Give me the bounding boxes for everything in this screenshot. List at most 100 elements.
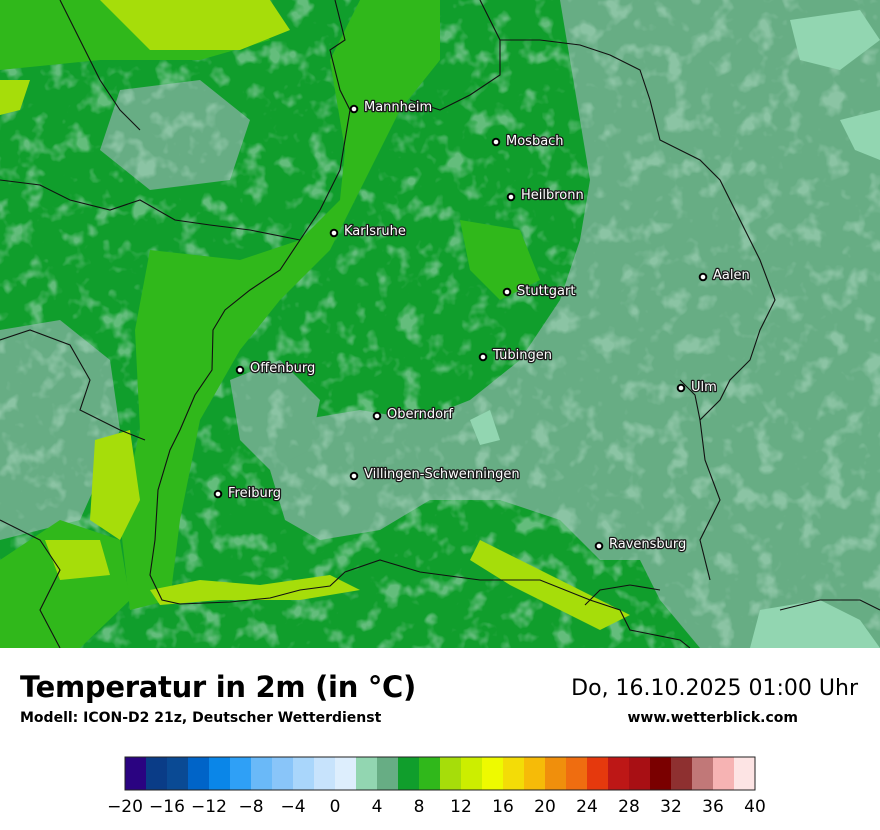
city-label: Ulm [691,380,717,395]
city-dot [502,287,512,297]
city-dot [676,383,686,393]
warm-zone-rhine-valley [120,0,440,610]
legend-swatch [314,757,336,790]
city-dot [506,192,516,202]
legend-tick-label: 0 [330,797,341,817]
legend-frame [124,756,756,791]
legend-swatch [398,757,420,790]
city-label: Mannheim [364,100,432,115]
city-dot [329,228,339,238]
legend-swatch [482,757,504,790]
border-south-west [0,519,61,648]
lime-zone-kaiserstuhl [45,540,110,580]
city-markers: Mannheim Mosbach Heilbronn Karlsruhe Aal… [213,99,751,553]
mint-patch-alps [750,600,880,648]
legend-swatch [272,757,294,790]
legend-swatch [167,757,189,790]
city-mosbach: Mosbach [491,133,565,150]
lime-zone-north-west [100,0,290,50]
city-label: Mosbach [506,134,564,149]
legend-tick-label: 40 [744,797,766,817]
legend-swatch [125,757,147,790]
city-oberndorf: Oberndorf [372,406,455,423]
swiss-border [179,559,691,648]
warm-zone-neckar [460,220,540,300]
bw-border-top [479,0,501,41]
bw-border-east [679,379,701,421]
legend-swatch [356,757,378,790]
legend-swatch [608,757,630,790]
state-border-west-2 [59,0,141,131]
city-label: Oberndorf [387,407,453,422]
city-karlsruhe: Karlsruhe [329,223,407,240]
map-title: Temperatur in 2m (in °C) [20,670,416,704]
legend-tick-label: 32 [660,797,682,817]
legend-swatch [335,757,357,790]
website-link[interactable]: www.wetterblick.com [627,710,799,726]
forecast-datetime: Do, 16.10.2025 01:00 Uhr [571,676,858,701]
mint-patch-east [840,110,880,160]
border-lake [584,584,661,606]
city-label: Ravensburg [609,537,686,552]
city-dot [594,541,604,551]
city-freiburg: Freiburg [213,485,282,502]
lime-zone-lake-constance [470,540,630,630]
city-tuebingen: Tübingen [478,347,553,364]
legend-swatch [230,757,252,790]
city-heilbronn: Heilbronn [506,187,585,204]
city-dot [235,365,245,375]
legend-tick-label: 24 [576,797,598,817]
legend-tick-label: 20 [534,797,556,817]
city-aalen: Aalen [698,267,751,284]
legend-swatch [671,757,693,790]
city-ulm: Ulm [676,379,718,396]
legend-swatch [503,757,525,790]
map-footer: Temperatur in 2m (in °C) Modell: ICON-D2… [0,648,880,830]
legend-swatch [377,757,399,790]
city-ravensburg: Ravensburg [594,536,688,553]
legend-tick-label: 36 [702,797,724,817]
legend-swatch [734,757,756,790]
legend-swatch [146,757,168,790]
legend-swatch [461,757,483,790]
city-dot [349,471,359,481]
city-dot [349,104,359,114]
lime-zone-rhine-high [150,575,360,605]
lime-zone-north-west-2 [0,80,30,115]
legend-tick-label: 28 [618,797,640,817]
legend-swatches [125,757,756,790]
city-dot [491,137,501,147]
legend-swatch [188,757,210,790]
city-offenburg: Offenburg [235,360,317,377]
city-dot [478,352,488,362]
city-villingen-schwenningen: Villingen-Schwenningen [349,466,521,483]
legend-swatch [419,757,441,790]
city-mannheim: Mannheim [349,99,433,116]
rhine-border [149,239,301,605]
legend-tick-label: 12 [450,797,472,817]
legend-swatch [440,757,462,790]
model-source: Modell: ICON-D2 21z, Deutscher Wetterdie… [20,710,382,726]
city-label: Stuttgart [517,284,575,299]
legend-tick-label: −20 [107,797,143,817]
city-label: Freiburg [228,486,281,501]
city-label: Heilbronn [521,188,584,203]
legend-swatch [545,757,567,790]
city-dot [372,411,382,421]
city-stuttgart: Stuttgart [502,283,577,300]
city-label: Aalen [713,268,750,283]
city-dot [698,272,708,282]
legend-tick-label: 16 [492,797,514,817]
legend-swatch [692,757,714,790]
temperature-map: Mannheim Mosbach Heilbronn Karlsruhe Aal… [0,0,880,648]
legend-swatch [566,757,588,790]
city-label: Offenburg [250,361,315,376]
lime-zone-upper-rhine [90,430,140,540]
city-label: Tübingen [492,348,552,363]
temperature-legend: −20 −16 −12 −8 −4 0 4 8 12 16 20 24 28 32 36 40 [107,756,766,817]
mint-patch-alb [470,410,500,445]
legend-swatch [524,757,546,790]
legend-swatch [629,757,651,790]
legend-tick-label: −4 [280,797,305,817]
city-label: Villingen-Schwenningen [364,467,520,482]
